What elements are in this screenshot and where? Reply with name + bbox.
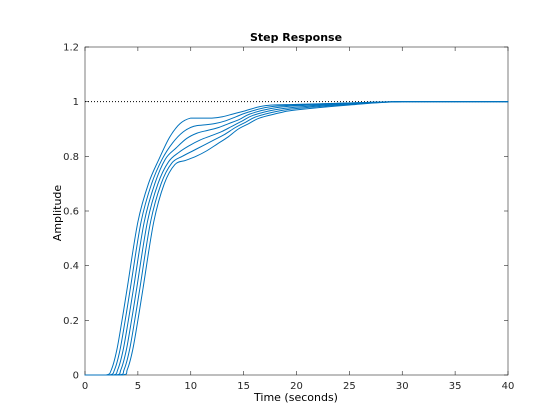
x-tick-label: 10 — [184, 381, 197, 392]
y-tick-label: 0 — [73, 371, 79, 382]
x-tick-label: 30 — [396, 381, 409, 392]
x-tick-label: 0 — [82, 381, 88, 392]
series-layer — [84, 101, 509, 376]
y-tick-label: 1.2 — [63, 43, 79, 54]
x-tick-label: 15 — [237, 381, 250, 392]
x-tick-label: 35 — [449, 381, 462, 392]
x-tick-label: 25 — [343, 381, 356, 392]
response-line-6 — [84, 101, 509, 376]
y-tick-label: 0.2 — [63, 316, 79, 327]
x-tick-label: 20 — [290, 381, 303, 392]
chart-title: Step Response — [250, 31, 342, 44]
response-line-1 — [84, 101, 509, 376]
y-tick-label: 1 — [73, 97, 79, 108]
x-axis-label: Time (seconds) — [253, 391, 338, 404]
y-tick-label: 0.8 — [63, 152, 79, 163]
response-line-3 — [84, 101, 509, 376]
response-line-5 — [84, 101, 509, 376]
x-tick-label: 40 — [502, 381, 515, 392]
y-tick-label: 0.6 — [63, 207, 79, 218]
ticks-layer: 0 5 10 15 20 25 30 35 40 0 0.2 0.4 0.6 0.8 1 1.2 — [63, 43, 514, 393]
response-line-2 — [84, 101, 509, 376]
response-line-4 — [84, 101, 509, 376]
x-tick-label: 5 — [135, 381, 141, 392]
y-tick-label: 0.4 — [63, 261, 79, 272]
y-axis-label: Amplitude — [51, 185, 64, 242]
axes-frame — [84, 46, 509, 376]
